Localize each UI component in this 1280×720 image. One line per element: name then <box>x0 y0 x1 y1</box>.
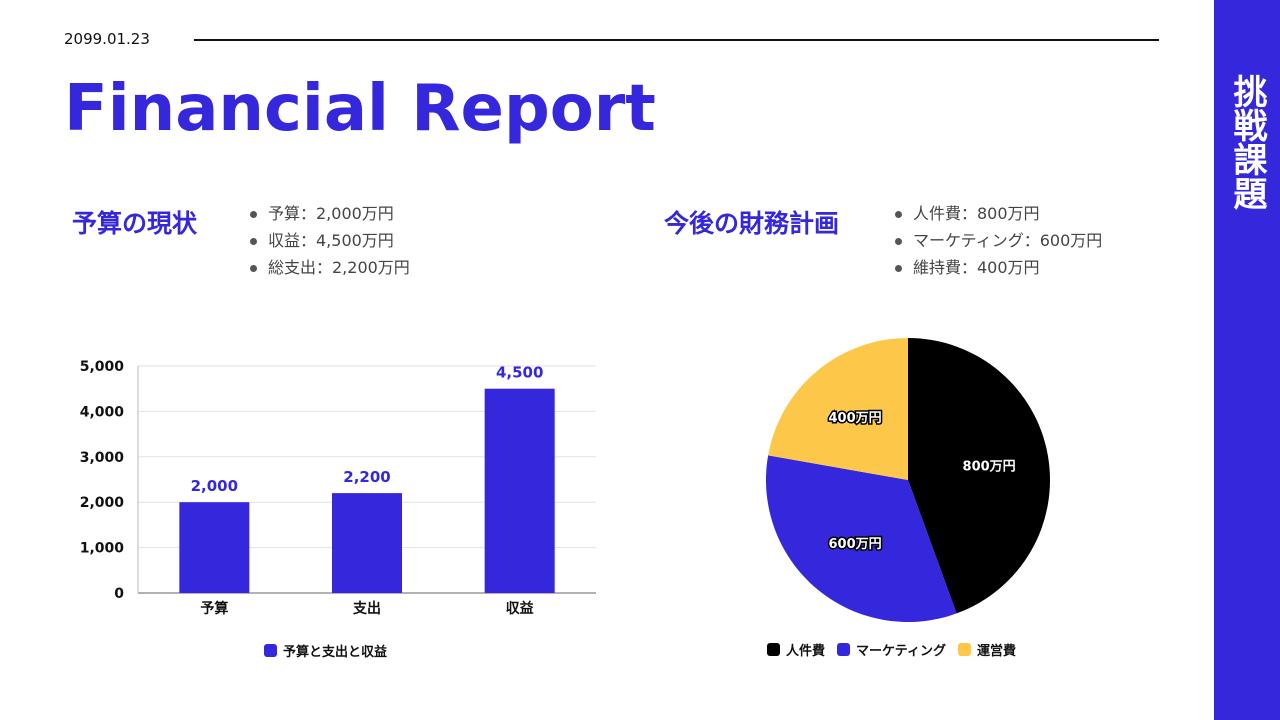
x-tick-label: 予算 <box>200 600 228 617</box>
bar <box>484 388 555 593</box>
y-tick-label: 1,000 <box>80 541 125 557</box>
legend-label: 予算と支出と収益 <box>283 645 388 660</box>
pie-slice <box>765 455 957 622</box>
pie-data-label: 400万円 <box>828 411 881 426</box>
x-tick-label: 支出 <box>352 600 381 617</box>
budget-list: 予算：2,000万円 収益：4,500万円 総支出：2,200万円 <box>248 200 410 281</box>
data-label: 2,200 <box>343 468 390 486</box>
legend-label: 運営費 <box>976 644 1016 659</box>
pie-data-label: 800万円 <box>963 460 1016 475</box>
plan-heading: 今後の財務計画 <box>664 209 840 238</box>
data-label: 4,500 <box>496 364 543 382</box>
sidebar-text: 挑戦課題 <box>1227 74 1267 210</box>
bar-legend: 予算と支出と収益 <box>264 641 399 660</box>
pie-data-label: 600万円 <box>828 537 881 552</box>
y-tick-label: 2,000 <box>80 495 125 511</box>
pie-slice <box>768 338 908 480</box>
plan-list: 人件費：800万円 マーケティング：600万円 維持費：400万円 <box>893 200 1102 281</box>
legend-swatch <box>837 643 851 656</box>
legend-swatch <box>767 643 780 656</box>
x-tick-label: 収益 <box>506 600 534 617</box>
legend-item: 人件費 <box>767 640 825 659</box>
legend-label: 人件費 <box>786 644 826 659</box>
legend-item: 予算と支出と収益 <box>264 641 387 660</box>
list-item: 収益：4,500万円 <box>248 227 410 254</box>
legend-label: マーケティング <box>856 644 946 659</box>
list-item: 人件費：800万円 <box>893 200 1102 227</box>
pie-legend: 人件費 マーケティング 運営費 <box>767 640 1028 659</box>
y-tick-label: 3,000 <box>80 450 125 466</box>
legend-item: マーケティング <box>837 640 946 659</box>
bar <box>179 502 250 593</box>
sidebar-band: 挑戦課題 <box>1214 0 1280 720</box>
list-item: 維持費：400万円 <box>893 254 1102 281</box>
pie-slice <box>908 338 1050 614</box>
legend-swatch <box>957 643 971 656</box>
header-divider <box>194 39 1159 41</box>
report-date: 2099.01.23 <box>64 30 150 48</box>
data-label: 2,000 <box>191 477 238 495</box>
page-title: Financial Report <box>64 72 656 146</box>
y-tick-label: 5,000 <box>80 359 125 375</box>
bar <box>332 493 402 593</box>
legend-item: 運営費 <box>957 640 1016 659</box>
legend-swatch <box>264 644 277 657</box>
list-item: 総支出：2,200万円 <box>248 254 410 281</box>
y-tick-label: 4,000 <box>80 404 125 420</box>
list-item: マーケティング：600万円 <box>893 227 1102 254</box>
budget-heading: 予算の現状 <box>72 209 198 238</box>
list-item: 予算：2,000万円 <box>248 200 410 227</box>
charts-canvas: 0 1,000 2,000 3,000 4,000 5,000 2,000 予算 2,200 支出… <box>80 338 1050 622</box>
y-tick-label: 0 <box>114 586 124 602</box>
